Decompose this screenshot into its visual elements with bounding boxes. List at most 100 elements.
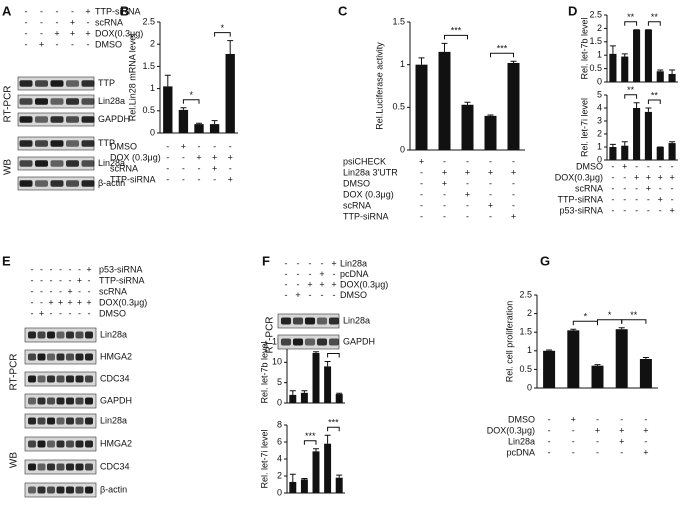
significance-bracket xyxy=(444,34,468,40)
condition-mark: - xyxy=(333,269,336,279)
condition-mark: + xyxy=(595,425,600,435)
band xyxy=(66,397,74,405)
condition-mark: + xyxy=(465,167,470,177)
y-tick-label: 3 xyxy=(597,115,602,125)
band-label: Lin28a xyxy=(100,329,127,339)
condition-label: TTP-siRNA xyxy=(110,174,156,184)
condition-mark: - xyxy=(88,286,91,296)
band xyxy=(37,440,46,448)
condition-mark: - xyxy=(644,414,647,424)
condition-label: DMSO xyxy=(508,414,535,424)
error-bar xyxy=(313,448,319,452)
band xyxy=(75,440,84,448)
band-label: CDC34 xyxy=(100,373,130,383)
condition-mark: - xyxy=(572,425,575,435)
condition-mark: - xyxy=(321,258,324,268)
condition-mark: + xyxy=(307,279,312,289)
band xyxy=(56,397,65,405)
condition-mark: - xyxy=(635,161,638,171)
condition-mark: - xyxy=(572,436,575,446)
error-bar xyxy=(324,361,331,367)
band xyxy=(47,486,55,494)
error-bar xyxy=(336,392,343,395)
band xyxy=(50,98,64,105)
condition-label: DOX(0.3μg) xyxy=(340,279,388,289)
band xyxy=(75,375,84,383)
condition-mark: - xyxy=(25,17,28,27)
y-tick-label: 4 xyxy=(597,102,602,112)
band xyxy=(47,440,55,448)
condition-mark: - xyxy=(56,6,59,16)
condition-mark: - xyxy=(69,264,72,274)
band xyxy=(328,317,340,325)
band xyxy=(75,331,84,339)
condition-mark: - xyxy=(50,264,53,274)
condition-mark: - xyxy=(56,17,59,27)
band xyxy=(37,417,46,425)
band xyxy=(28,353,36,361)
error-bar xyxy=(301,390,308,393)
y-tick-label: 0.5 xyxy=(142,105,155,115)
significance-bracket xyxy=(303,440,317,445)
bar xyxy=(668,143,676,160)
blot-section-label: RT-PCR xyxy=(3,85,14,122)
condition-mark: + xyxy=(643,425,648,435)
condition-mark: - xyxy=(635,205,638,215)
band xyxy=(47,375,55,383)
y-tick-label: 0 xyxy=(277,487,282,497)
condition-mark: + xyxy=(86,264,91,274)
significance-label: ** xyxy=(630,310,638,320)
band-label: GAPDH xyxy=(100,395,132,405)
condition-mark: - xyxy=(443,200,446,210)
condition-mark: - xyxy=(182,152,185,162)
significance-label: *** xyxy=(328,418,339,428)
bar xyxy=(621,56,629,82)
band xyxy=(37,486,46,494)
condition-mark: - xyxy=(285,269,288,279)
band xyxy=(304,338,316,346)
bar xyxy=(178,109,189,133)
blot-section-label: RT-PCR xyxy=(9,353,20,390)
condition-mark: - xyxy=(489,211,492,221)
band-label: Lin28a xyxy=(100,415,127,425)
condition-mark: + xyxy=(70,17,75,27)
error-bar xyxy=(618,327,625,330)
condition-mark: - xyxy=(620,447,623,457)
band xyxy=(280,317,292,325)
condition-mark: - xyxy=(78,308,81,318)
significance-label: * xyxy=(608,310,612,320)
condition-mark: + xyxy=(319,269,324,279)
condition-mark: - xyxy=(512,200,515,210)
condition-mark: + xyxy=(39,308,44,318)
band xyxy=(65,98,80,105)
condition-mark: - xyxy=(623,183,626,193)
condition-label: scRNA xyxy=(99,286,127,296)
condition-mark: + xyxy=(658,172,663,182)
band xyxy=(65,180,80,187)
condition-mark: - xyxy=(309,269,312,279)
band xyxy=(66,463,74,471)
condition-label: DMSO xyxy=(110,141,137,151)
error-bar xyxy=(657,69,664,72)
condition-mark: - xyxy=(659,205,662,215)
band xyxy=(28,463,36,471)
condition-mark: - xyxy=(671,161,674,171)
condition-mark: + xyxy=(85,28,90,38)
condition-mark: - xyxy=(166,163,169,173)
bar xyxy=(324,366,332,403)
y-tick-label: 0.5 xyxy=(392,102,405,112)
condition-mark: - xyxy=(596,436,599,446)
bar xyxy=(194,124,204,133)
condition-mark: + xyxy=(511,167,516,177)
condition-label: TTP-siRNA xyxy=(558,194,604,204)
band xyxy=(37,375,46,383)
band xyxy=(50,116,64,123)
condition-mark: - xyxy=(572,447,575,457)
condition-mark: - xyxy=(297,258,300,268)
condition-label: scRNA xyxy=(110,163,138,173)
condition-mark: - xyxy=(229,163,232,173)
condition-mark: - xyxy=(71,6,74,16)
band-label: HMGA2 xyxy=(100,438,132,448)
band-label: GAPDH xyxy=(98,114,130,124)
